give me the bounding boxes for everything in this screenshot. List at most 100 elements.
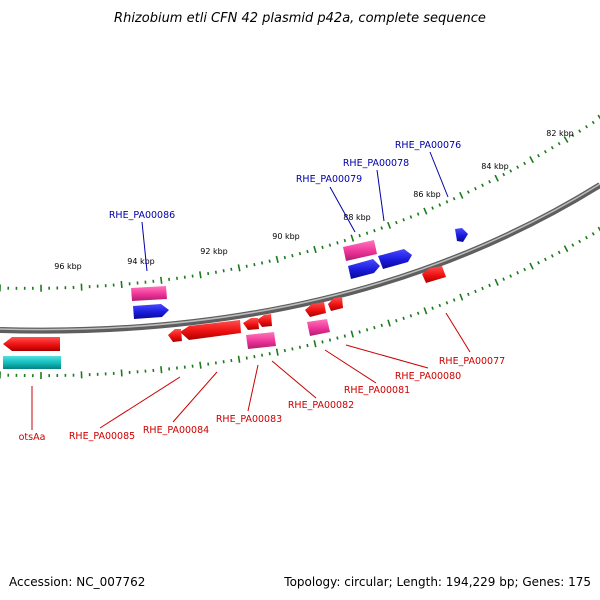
scale-tick [328,338,332,342]
gene-rhe-pa00080-arrow[interactable] [307,319,330,336]
gene-label-rhe-pa00078[interactable]: RHE_PA00078 [343,158,409,169]
scale-tick [387,319,391,327]
scale-tick [230,267,233,271]
scale-tick [237,355,241,363]
gene-label-otsaa[interactable]: otsAa [19,432,46,443]
scale-tick [237,264,241,272]
scale-tick [571,133,575,138]
scale-tick [585,125,588,129]
scale-tick [563,245,569,253]
scale-tick [313,340,317,348]
scale-label: 96 kbp [54,262,82,271]
gene-rhe-pa00081-arrow[interactable] [328,297,343,311]
scale-tick [336,336,339,340]
scale-tick [550,145,554,150]
scale-tick [365,231,369,235]
scale-tick [494,278,499,286]
scale-tick [321,340,324,344]
leader-line-rhe-pa00082 [271,360,317,399]
scale-tick [343,334,346,338]
scale-tick [578,129,582,133]
gene-rhe-pa00084-arrow[interactable] [180,320,241,340]
gene-rhe-pa00085-arrow[interactable] [168,329,182,342]
gene-rhe-pa00078-arrow[interactable] [378,249,412,269]
scale-tick [350,330,354,338]
gene-blue-arrow[interactable] [133,304,169,319]
scale-tick [529,156,535,164]
scale-tick [502,277,506,281]
scale-tick [214,270,217,274]
scale-tick [365,328,369,332]
scale-tick [416,311,420,315]
scale-label: 82 kbp [546,129,574,138]
scale-tick [402,316,405,320]
scale-tick [488,283,491,288]
inner-tick-ring [0,226,600,380]
gene-rhe-pa00083-arrow[interactable] [246,332,276,349]
scale-tick [253,354,256,359]
gene-label-rhe-pa00076[interactable]: RHE_PA00076 [395,140,461,151]
scale-tick [488,180,492,184]
scale-tick [509,274,513,278]
scale-tick [358,234,361,238]
gene-rhe-pa00082-arrow[interactable] [305,302,326,317]
scale-tick [481,286,484,291]
scale-tick [306,249,309,254]
map-title: Rhizobium etli CFN 42 plasmid p42a, comp… [114,11,486,26]
scale-tick [298,252,302,256]
scale-tick [245,356,248,360]
leader-line-rhe-pa00076 [429,151,449,198]
scale-tick [591,232,595,236]
gene-rhe-pa00077-arrow[interactable] [422,266,446,283]
scale-tick [585,235,588,240]
scale-tick [387,221,392,229]
gene-rhe-pa00079-arrow[interactable] [343,240,377,261]
gene-otsaa-arrow[interactable] [3,337,60,351]
leader-line-rhe-pa00078 [376,169,385,222]
scale-tick [313,245,317,254]
scale-tick [445,200,449,204]
gene-label-rhe-pa00084[interactable]: RHE_PA00084 [143,425,209,436]
scale-tick [358,330,361,334]
gene-blue-arrow[interactable] [348,259,380,279]
gene-red-arrow[interactable] [243,318,259,330]
scale-tick [550,254,554,258]
scale-tick [343,238,347,243]
scale-tick [537,154,540,158]
scale-tick [275,255,279,263]
gene-label-rhe-pa00077[interactable]: RHE_PA00077 [439,356,505,367]
scale-tick [350,234,355,242]
gene-label-rhe-pa00080[interactable]: RHE_PA00080 [395,371,461,382]
gene-label-rhe-pa00082[interactable]: RHE_PA00082 [288,400,354,411]
leader-line-rhe-pa00077 [445,312,471,353]
gene-red-arrow[interactable] [257,314,272,327]
leader-line-rhe-pa00080 [345,344,429,369]
scale-tick [283,255,286,260]
leader-line-rhe-pa00083 [247,364,259,412]
gene-label-rhe-pa00079[interactable]: RHE_PA00079 [296,174,362,185]
scale-tick [431,206,434,210]
scale-tick [416,212,420,216]
scale-tick [373,228,376,233]
scale-tick [445,301,449,305]
gene-label-rhe-pa00085[interactable]: RHE_PA00085 [69,431,135,442]
scale-tick [306,343,309,348]
scale-tick [199,361,202,369]
scale-tick [509,169,513,173]
gene-otsaa-cyan-arrow[interactable] [3,356,61,369]
scale-tick [423,307,428,315]
gene-label-rhe-pa00086[interactable]: RHE_PA00086 [109,210,175,221]
scale-label: 84 kbp [481,162,509,171]
gene-label-rhe-pa00081[interactable]: RHE_PA00081 [344,385,410,396]
gene-rhe-pa00076-arrow[interactable] [455,228,468,242]
scale-tick [261,353,264,357]
scale-tick [474,186,477,191]
scale-tick [291,347,294,351]
scale-tick [557,141,561,146]
gene-rhe-pa00086-arrow[interactable] [131,286,167,301]
scale-tick [253,263,256,267]
gene-label-rhe-pa00083[interactable]: RHE_PA00083 [216,414,282,425]
scale-tick [395,319,398,323]
scale-tick [502,172,506,177]
